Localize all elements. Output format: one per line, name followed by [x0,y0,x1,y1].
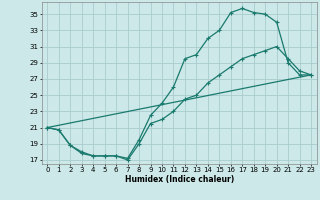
X-axis label: Humidex (Indice chaleur): Humidex (Indice chaleur) [124,175,234,184]
